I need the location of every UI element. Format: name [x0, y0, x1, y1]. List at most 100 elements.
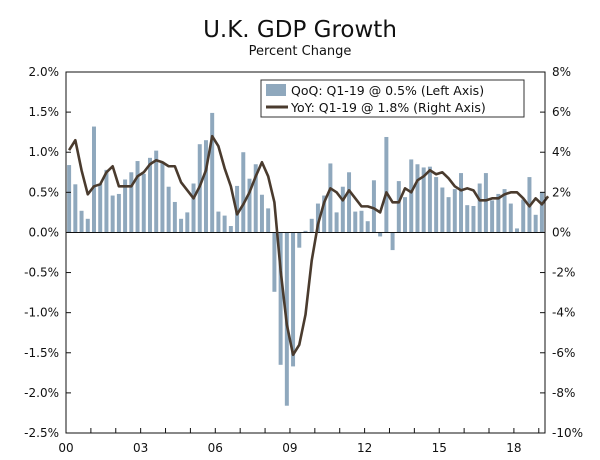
right-tick-label: 2% [552, 185, 571, 199]
qoq-bar [459, 173, 464, 233]
x-tick-label: 06 [208, 441, 223, 455]
qoq-bar [222, 215, 227, 233]
left-tick-label: -1.5% [24, 346, 59, 360]
qoq-bar [147, 157, 152, 233]
qoq-bar [365, 221, 370, 233]
qoq-bar [166, 186, 171, 233]
qoq-bar [533, 214, 538, 233]
qoq-bar [515, 228, 519, 233]
qoq-bar [73, 184, 78, 233]
qoq-bar [85, 218, 90, 233]
qoq-bar [378, 232, 383, 237]
chart-subtitle: Percent Change [248, 44, 352, 59]
right-tick-label: -10% [552, 426, 583, 440]
qoq-bar [303, 230, 308, 233]
left-tick-label: 0.5% [29, 185, 60, 199]
qoq-bar [278, 232, 283, 365]
qoq-bar [247, 178, 252, 233]
qoq-bar [427, 166, 432, 233]
legend-box [260, 79, 525, 118]
qoq-bar [371, 180, 376, 233]
qoq-bar [496, 193, 501, 233]
qoq-bar [228, 226, 233, 233]
right-tick-label: -4% [552, 306, 575, 320]
qoq-bar [452, 189, 457, 233]
qoq-bar [334, 212, 339, 233]
x-tick-label: 09 [282, 441, 297, 455]
right-tick-label: -6% [552, 346, 575, 360]
qoq-bar [539, 192, 544, 233]
right-tick-label: -2% [552, 266, 575, 280]
qoq-bar [465, 205, 470, 233]
qoq-bar [129, 172, 134, 233]
right-axis: -10% -8% -6% -4% -2% 0% 2% 4% 6% 8% [540, 65, 583, 440]
qoq-bar [440, 187, 445, 233]
qoq-bar [403, 197, 408, 233]
qoq-bar [154, 150, 159, 233]
left-tick-label: 1.0% [29, 145, 60, 159]
qoq-bar [502, 189, 507, 233]
qoq-bar [477, 183, 482, 233]
qoq-bar [104, 169, 109, 233]
qoq-bar [421, 167, 426, 233]
plot-border [65, 71, 546, 434]
legend-bar-label: QoQ: Q1-19 @ 0.5% (Left Axis) [291, 83, 484, 98]
x-tick-label: 12 [357, 441, 372, 455]
qoq-bar [409, 159, 414, 233]
left-tick-label: 2.0% [29, 65, 60, 79]
qoq-bar [135, 161, 140, 233]
qoq-bar [446, 197, 451, 233]
right-tick-label: 6% [552, 105, 571, 119]
x-tick-label: 03 [133, 441, 148, 455]
qoq-bar [160, 161, 165, 233]
left-tick-label: -2.0% [24, 386, 59, 400]
qoq-bar [434, 177, 439, 233]
right-tick-label: -8% [552, 386, 575, 400]
qoq-bar [179, 218, 184, 233]
x-tick-label: 18 [506, 441, 521, 455]
qoq-bar [396, 181, 401, 233]
x-axis: 00 03 06 09 12 15 18 [58, 428, 540, 455]
qoq-bar [483, 173, 488, 233]
left-tick-label: 1.5% [29, 105, 60, 119]
legend: QoQ: Q1-19 @ 0.5% (Left Axis) YoY: Q1-19… [260, 79, 525, 118]
yoy-line-layer [68, 134, 550, 357]
qoq-bar [328, 163, 333, 233]
chart-title: U.K. GDP Growth [203, 17, 397, 43]
legend-line-label: YoY: Q1-19 @ 1.8% (Right Axis) [290, 100, 486, 115]
qoq-bar [322, 195, 327, 233]
left-tick-label: -0.5% [24, 266, 59, 280]
qoq-bar [98, 183, 103, 233]
qoq-bar [315, 203, 320, 233]
left-tick-label: -2.5% [24, 426, 59, 440]
qoq-bar [203, 140, 208, 233]
qoq-bar [359, 210, 364, 233]
qoq-bar [185, 212, 190, 233]
qoq-bar [216, 211, 221, 233]
qoq-bar [241, 152, 246, 233]
right-tick-label: 8% [552, 65, 571, 79]
qoq-bar [297, 232, 302, 248]
right-tick-label: 4% [552, 145, 571, 159]
qoq-bar [390, 232, 395, 251]
qoq-bar [353, 211, 358, 233]
qoq-bars [67, 112, 544, 406]
qoq-bar [116, 193, 121, 233]
qoq-bar [384, 136, 389, 233]
qoq-bar [110, 195, 115, 233]
qoq-bar [340, 186, 345, 233]
yoy-line [68, 134, 550, 357]
qoq-bar [67, 165, 72, 233]
qoq-bar [508, 203, 513, 233]
qoq-bar [471, 205, 476, 233]
right-tick-label: 0% [552, 225, 571, 239]
plot-frame [65, 71, 546, 434]
legend-bar-swatch [266, 84, 286, 96]
qoq-bar [309, 218, 314, 233]
qoq-bar [259, 194, 264, 233]
qoq-bar [92, 126, 96, 233]
qoq-bar [191, 183, 196, 233]
qoq-bar [490, 200, 495, 233]
qoq-bar [291, 232, 296, 367]
